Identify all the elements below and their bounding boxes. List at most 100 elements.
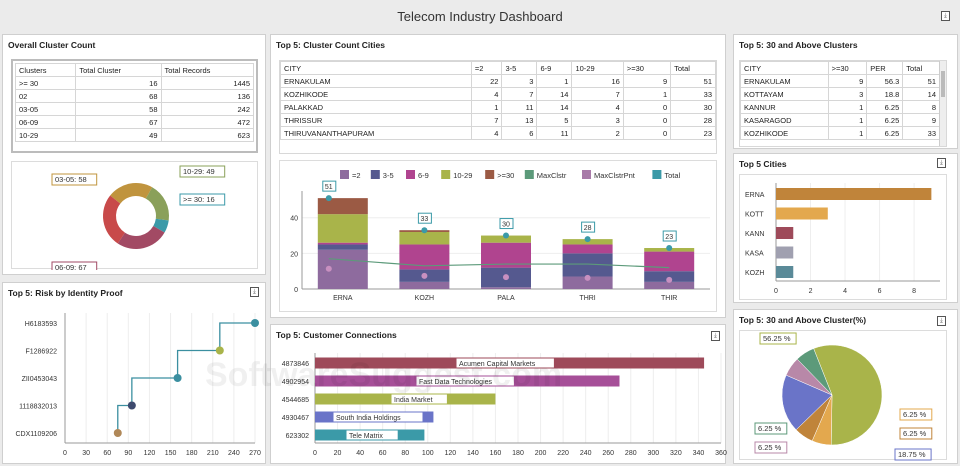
stack-segment <box>644 281 695 289</box>
stack-segment <box>317 214 368 243</box>
risk-point <box>113 429 122 437</box>
export-icon[interactable]: ⤓ <box>711 331 720 341</box>
column-header[interactable]: >=30 <box>827 61 868 75</box>
bar-label-box <box>390 393 448 405</box>
x-tick: 0 <box>774 288 778 295</box>
city-bar <box>776 266 794 278</box>
risk-point <box>251 319 259 327</box>
y-tick: ERNA <box>745 192 765 199</box>
top-cities-chart: 0 2 4 6 8 ERNA KOTT KANN KASA KOZH <box>739 174 947 300</box>
column-header[interactable]: Total <box>902 61 940 75</box>
total-point <box>421 227 428 234</box>
table-cell: 4 <box>571 100 624 114</box>
y-tick: 4873846 <box>282 361 309 368</box>
pie-label-box <box>759 332 797 345</box>
total-label-box <box>322 180 337 192</box>
column-header[interactable]: Total Records <box>160 63 255 77</box>
column-header[interactable]: Clusters <box>14 63 77 77</box>
table-cell: 51 <box>670 74 716 88</box>
export-icon[interactable]: ⤓ <box>941 11 950 21</box>
column-header[interactable]: Total Cluster <box>75 63 162 77</box>
table-row[interactable]: THIRUVANANTHAPURAM 4 6 11 2 0 23 <box>280 126 716 140</box>
table-row[interactable]: KOTTAYAM 3 18.8 14 <box>740 87 940 101</box>
table-cell: 16 <box>75 76 162 90</box>
table-cell: 22 <box>470 74 503 88</box>
table-cell: 4 <box>470 87 503 101</box>
pct-pie-chart: 56.25 % 6.25 % 6.25 % 6.25 % 6.25 % 18.75 % <box>739 330 947 461</box>
export-icon[interactable]: ⤓ <box>937 158 946 168</box>
table-row[interactable]: >= 30 16 1445 <box>14 76 255 90</box>
table-cell: 6.25 <box>866 100 904 114</box>
table-cell: KOZHIKODE <box>280 87 472 101</box>
column-header[interactable]: 3-5 <box>501 61 538 75</box>
max-point <box>666 276 673 283</box>
x-tick: 120 <box>144 450 156 457</box>
table-cell: 0 <box>622 100 672 114</box>
donut-slice <box>145 187 169 221</box>
table-cell: 13 <box>501 113 538 127</box>
table-row[interactable]: KANNUR 1 6.25 8 <box>740 100 940 114</box>
slice-label-box <box>179 165 226 178</box>
x-tick: 20 <box>334 450 342 457</box>
cluster-table: Clusters Total Cluster Total Records >= 30 1… <box>11 59 258 153</box>
table-cell: 9 <box>622 74 672 88</box>
table-cell: THRISSUR <box>280 113 472 127</box>
table-row[interactable]: KOZHIKODE 4 7 14 7 1 33 <box>280 87 716 101</box>
column-header[interactable]: Total <box>670 61 716 75</box>
stack-segment <box>317 242 368 245</box>
column-header[interactable]: >=30 <box>622 61 672 75</box>
column-header[interactable]: CITY <box>280 61 472 75</box>
pie-label-box <box>754 441 788 454</box>
export-icon[interactable]: ⤓ <box>937 316 946 326</box>
table-cell: 02 <box>14 89 77 103</box>
table-row[interactable]: ERNAKULAM 9 56.3 51 <box>740 74 940 88</box>
legend-swatch <box>485 170 495 179</box>
max-point <box>421 272 428 279</box>
table-cell: >= 30 <box>14 76 77 90</box>
table-scrollbar[interactable] <box>939 61 946 146</box>
stacked-chart: =2 3-5 6-9 10-29 >=30 MaxClstr MaxClstrPnt Tota… <box>279 160 717 312</box>
table-row[interactable]: ERNAKULAM 22 3 1 16 9 51 <box>280 74 716 88</box>
x-tick: 80 <box>401 450 409 457</box>
slice-label-box <box>51 173 98 186</box>
table-row[interactable]: 03-05 58 242 <box>14 102 255 116</box>
column-header[interactable]: PER <box>866 61 904 75</box>
total-label-box <box>581 221 596 233</box>
stack-segment <box>317 244 368 250</box>
column-header[interactable]: =2 <box>470 61 503 75</box>
export-icon[interactable]: ⤓ <box>250 287 259 297</box>
table-cell: 3 <box>501 74 538 88</box>
donut-slice <box>153 218 169 233</box>
max-point <box>584 274 591 281</box>
table-row[interactable]: 10-29 49 623 <box>14 128 255 142</box>
column-header[interactable]: 6-9 <box>536 61 573 75</box>
max-cluster-line <box>328 258 670 269</box>
table-row[interactable]: PALAKKAD 1 11 14 4 0 30 <box>280 100 716 114</box>
table-row[interactable]: 06-09 67 472 <box>14 115 255 129</box>
table-cell: 8 <box>902 100 940 114</box>
table-cell: 5 <box>536 113 573 127</box>
column-header[interactable]: 10-29 <box>571 61 624 75</box>
table-row[interactable]: KOZHIKODE 1 6.25 33 <box>740 126 940 140</box>
table-cell: 28 <box>670 113 716 127</box>
city-bar <box>776 246 794 259</box>
panel-title: Top 5: 30 and Above Clusters <box>739 40 858 50</box>
table-row[interactable]: 02 68 136 <box>14 89 255 103</box>
legend-label: Total <box>664 171 680 180</box>
table-row[interactable]: THRISSUR 7 13 5 3 0 28 <box>280 113 716 127</box>
y-tick: CDX1109206 <box>15 431 57 438</box>
table-row[interactable]: KASARAGOD 1 6.25 9 <box>740 113 940 127</box>
total-point <box>666 245 673 252</box>
stack-segment <box>562 244 613 254</box>
column-header[interactable]: CITY <box>740 61 829 75</box>
bar-label-box <box>455 357 555 369</box>
total-point <box>325 195 332 202</box>
table-cell: 14 <box>902 87 940 101</box>
slice-label: >= 30: 16 <box>183 195 215 204</box>
donut-slice <box>103 195 125 244</box>
legend-swatch <box>652 170 662 179</box>
pie-slice <box>796 348 833 396</box>
x-tick: 150 <box>165 450 177 457</box>
x-tick: 360 <box>715 450 727 457</box>
